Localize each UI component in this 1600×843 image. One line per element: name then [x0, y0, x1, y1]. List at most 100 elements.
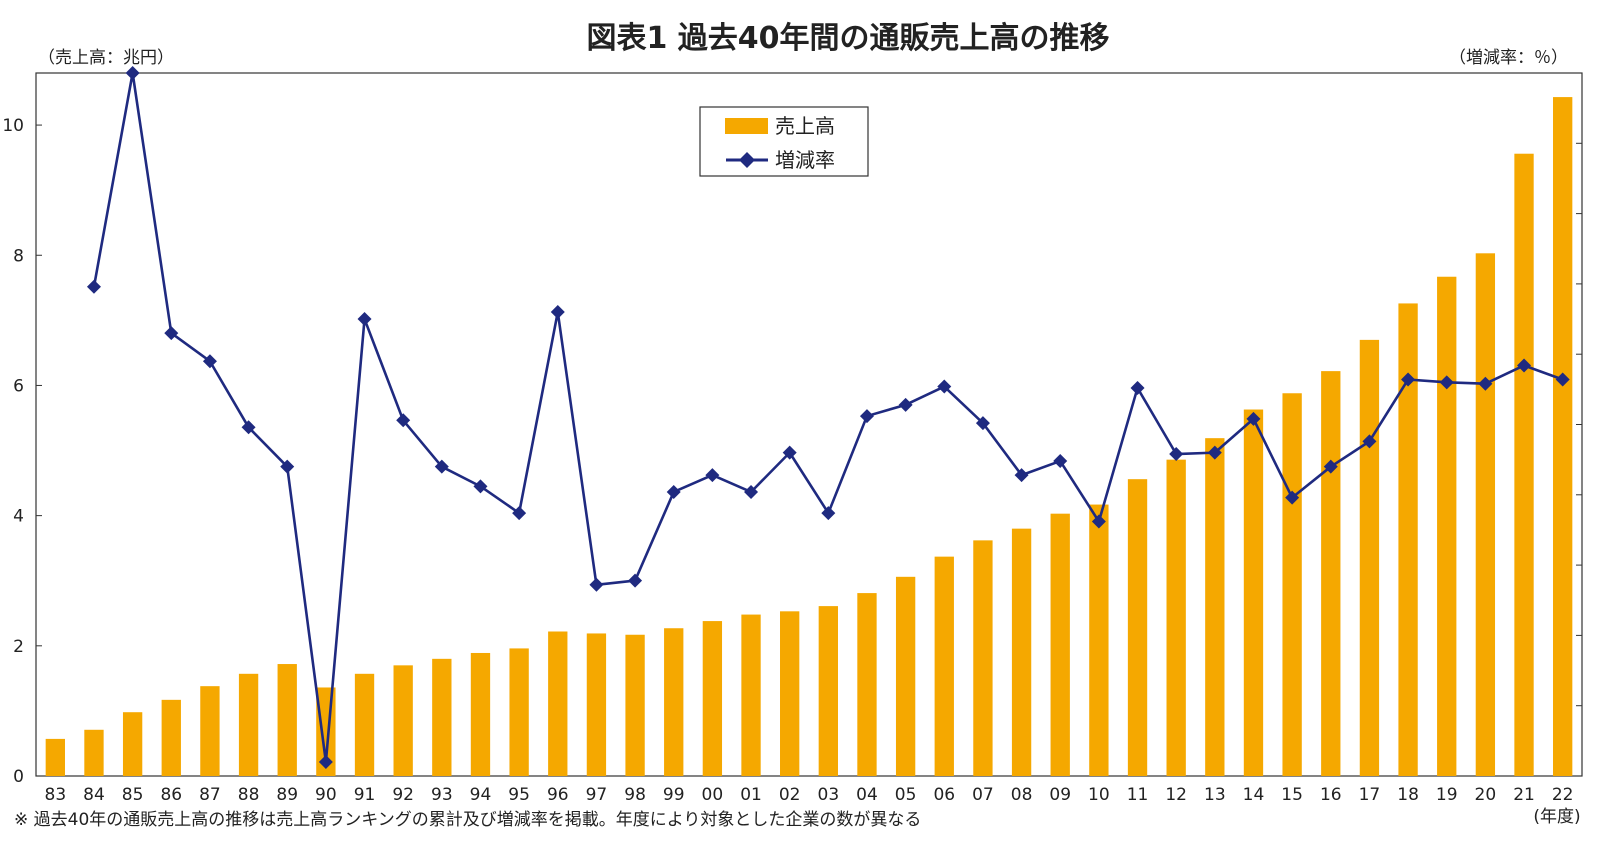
growth-rate-point	[898, 397, 913, 412]
x-tick-label: 22	[1552, 785, 1574, 805]
x-tick-label: 99	[663, 785, 685, 805]
left-tick-label: 2	[13, 637, 24, 657]
growth-rate-point	[821, 506, 836, 521]
x-tick-label: 98	[624, 785, 646, 805]
left-tick-label: 6	[13, 376, 24, 396]
growth-rate-point	[1130, 380, 1145, 395]
x-tick-label: 01	[740, 785, 762, 805]
growth-rate-point	[666, 484, 681, 499]
growth-rate-point	[357, 312, 372, 327]
x-tick-label: 00	[702, 785, 724, 805]
sales-bar	[1321, 371, 1341, 776]
growth-rate-point	[937, 379, 952, 394]
sales-bar	[200, 686, 220, 776]
sales-bar	[509, 648, 529, 776]
sales-bar	[1437, 276, 1457, 776]
growth-rate-point	[1053, 454, 1068, 469]
growth-rate-point	[1246, 411, 1261, 426]
sales-bar	[45, 738, 65, 776]
x-tick-label: 03	[818, 785, 840, 805]
x-tick-label: 13	[1204, 785, 1226, 805]
sales-bar	[1166, 459, 1186, 776]
x-tick-label: 83	[45, 785, 67, 805]
left-tick-label: 8	[13, 246, 24, 266]
growth-rate-point	[473, 479, 488, 494]
footnote: ※ 過去40年の通販売上高の推移は売上高ランキングの累計及び増減率を掲載。年度に…	[14, 810, 921, 830]
growth-rate-point	[589, 577, 604, 592]
sales-bar	[238, 673, 259, 776]
x-tick-label: 15	[1281, 785, 1303, 805]
growth-rate-point	[125, 66, 140, 80]
legend-rate-label: 増減率	[775, 148, 835, 172]
sales-bar	[1011, 528, 1032, 776]
sales-bar	[1475, 253, 1496, 776]
sales-bar	[470, 652, 491, 776]
sales-bar	[625, 634, 645, 776]
growth-rate-point	[1207, 445, 1222, 460]
growth-rate-point	[86, 279, 101, 294]
sales-bar	[1359, 339, 1380, 776]
growth-rate-point	[1169, 447, 1184, 462]
x-tick-label: 86	[160, 785, 182, 805]
x-tick-label: 07	[972, 785, 994, 805]
legend-sales-swatch	[725, 118, 768, 134]
growth-rate-point	[1439, 375, 1454, 390]
sales-bar	[1205, 438, 1225, 776]
growth-rate-point	[1555, 372, 1570, 387]
growth-rate-point	[782, 445, 797, 460]
growth-rate-point	[1014, 468, 1029, 483]
sales-bar	[934, 556, 954, 776]
growth-rate-point	[705, 468, 720, 483]
sales-bars	[45, 97, 1573, 777]
x-tick-label: 19	[1436, 785, 1458, 805]
growth-rate-point	[1517, 358, 1532, 373]
x-tick-label: 02	[779, 785, 801, 805]
sales-bar	[1089, 504, 1109, 776]
legend-rate-marker	[739, 152, 755, 168]
legend-sales-label: 売上高	[775, 114, 835, 138]
x-tick-label: 88	[238, 785, 260, 805]
x-tick-label: 91	[354, 785, 376, 805]
left-tick-label: 4	[13, 507, 24, 527]
left-tick-label: 10	[2, 116, 24, 136]
sales-bar	[973, 540, 993, 776]
x-tick-label: 96	[547, 785, 569, 805]
sales-bar	[161, 699, 181, 776]
growth-rate-point	[1362, 434, 1377, 449]
sales-bar	[818, 606, 838, 776]
sales-bar	[1514, 153, 1534, 776]
growth-rate-point	[434, 459, 449, 474]
x-tick-label: 11	[1127, 785, 1149, 805]
x-tick-label: 21	[1513, 785, 1535, 805]
x-tick-label: 84	[83, 785, 105, 805]
x-tick-label: 17	[1359, 785, 1381, 805]
x-tick-label: 16	[1320, 785, 1342, 805]
growth-rate-point	[859, 409, 874, 424]
left-axis-unit: （売上高：兆円）	[38, 48, 174, 68]
sales-bar	[895, 576, 916, 776]
sales-bar	[1127, 479, 1148, 776]
sales-bar	[432, 658, 452, 776]
x-tick-label: 06	[933, 785, 955, 805]
sales-bar	[122, 712, 143, 776]
sales-bar	[84, 729, 104, 776]
x-tick-label: 20	[1475, 785, 1497, 805]
growth-rate-line	[86, 66, 1570, 769]
plot-frame	[35, 72, 1583, 777]
x-tick-label: 10	[1088, 785, 1110, 805]
growth-rate-point	[1285, 490, 1300, 505]
growth-rate-point	[1478, 376, 1493, 391]
x-tick-label: 14	[1243, 785, 1265, 805]
x-tick-label: 12	[1165, 785, 1187, 805]
x-tick-label: 93	[431, 785, 453, 805]
growth-rate-point	[975, 416, 990, 431]
sales-bar	[780, 611, 800, 776]
sales-bar	[548, 631, 568, 776]
x-tick-label: 85	[122, 785, 144, 805]
growth-rate-point	[396, 413, 411, 428]
x-tick-label: 08	[1011, 785, 1033, 805]
x-tick-label: 89	[276, 785, 298, 805]
x-tick-label: 09	[1049, 785, 1071, 805]
legend: 売上高 増減率	[699, 106, 869, 177]
